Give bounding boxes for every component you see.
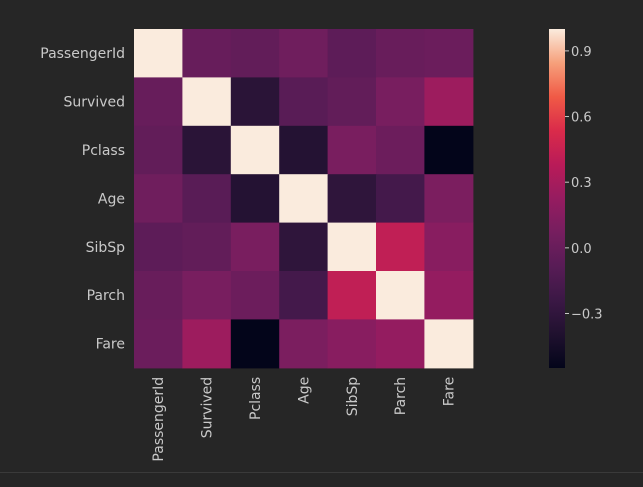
notebook-output-cell: PassengerId Survived Pclass Age SibSp Parch Fa… — [40, 29, 603, 462]
heatmap-cell-Survived-PassengerId — [134, 77, 183, 127]
heatmap-cell-Fare-PassengerId — [134, 319, 183, 369]
heatmap-cell-Fare-Fare — [424, 319, 474, 369]
x-tick-label: PassengerId — [151, 377, 167, 462]
y-tick-label: Fare — [96, 337, 125, 353]
heatmap-cell-Age-PassengerId — [134, 174, 183, 224]
correlation-heatmap: PassengerId Survived Pclass Age SibSp Parch Fa… — [40, 29, 603, 462]
x-tick-label: Fare — [442, 377, 458, 406]
heatmap-cell-Age-SibSp — [327, 174, 377, 224]
heatmap-cell-Parch-Age — [279, 271, 329, 320]
heatmap-cell-SibSp-PassengerId — [134, 222, 183, 272]
heatmap-cell-Age-Parch — [376, 174, 425, 224]
y-tick-label: Parch — [87, 288, 125, 304]
heatmap-cell-Survived-Fare — [424, 77, 474, 127]
heatmap-cell-SibSp-Pclass — [230, 222, 280, 272]
colorbar-tick-label: −0.3 — [571, 308, 603, 323]
heatmap-cell-Pclass-PassengerId — [134, 125, 183, 175]
heatmap-cell-Fare-Pclass — [230, 319, 280, 369]
y-tick-labels: PassengerId Survived Pclass Age SibSp Parch Fa… — [40, 46, 125, 352]
heatmap-cell-Fare-Parch — [376, 319, 425, 369]
y-tick-label: Age — [98, 191, 125, 207]
x-tick-label: Survived — [200, 377, 216, 438]
heatmap-cell-Age-Pclass — [230, 174, 280, 224]
x-tick-label: Age — [296, 377, 312, 404]
heatmap-cell-Fare-SibSp — [327, 319, 377, 369]
x-tick-label: Parch — [393, 377, 409, 415]
colorbar-tick-label: 0.6 — [571, 111, 592, 126]
heatmap-cell-Pclass-Survived — [182, 125, 232, 175]
heatmap-cell-SibSp-Parch — [376, 222, 425, 272]
heatmap-cell-Fare-Survived — [182, 319, 232, 369]
heatmap-cell-Age-Fare — [424, 174, 474, 224]
heatmap-cell-Parch-PassengerId — [134, 271, 183, 320]
heatmap-cell-PassengerId-Age — [279, 29, 329, 78]
heatmap-cell-Parch-Fare — [424, 271, 474, 320]
heatmap-cell-Parch-Pclass — [230, 271, 280, 320]
heatmap-cell-Pclass-Fare — [424, 125, 474, 175]
heatmap-cells — [134, 29, 474, 369]
y-tick-label: Survived — [64, 95, 125, 111]
x-tick-labels: PassengerId Survived Pclass Age SibSp Parch Fa… — [151, 377, 457, 462]
heatmap-cell-SibSp-Age — [279, 222, 329, 272]
heatmap-cell-Survived-Pclass — [230, 77, 280, 127]
heatmap-cell-SibSp-Fare — [424, 222, 474, 272]
heatmap-cell-Survived-Survived — [182, 77, 232, 127]
heatmap-cell-Survived-SibSp — [327, 77, 377, 127]
x-tick-label: Pclass — [248, 377, 264, 420]
heatmap-cell-Parch-Parch — [376, 271, 425, 320]
heatmap-cell-PassengerId-SibSp — [327, 29, 377, 78]
heatmap-cell-PassengerId-Fare — [424, 29, 474, 78]
colorbar-ticks: 0.9 0.6 0.3 0.0 −0.3 — [565, 45, 603, 323]
heatmap-cell-Pclass-SibSp — [327, 125, 377, 175]
heatmap-cell-SibSp-Survived — [182, 222, 232, 272]
heatmap-cell-PassengerId-PassengerId — [134, 29, 183, 78]
heatmap-cell-Age-Age — [279, 174, 329, 224]
y-tick-label: SibSp — [86, 240, 126, 256]
heatmap-cell-Pclass-Parch — [376, 125, 425, 175]
heatmap-cell-SibSp-SibSp — [327, 222, 377, 272]
colorbar-tick-label: 0.3 — [571, 176, 592, 191]
heatmap-cell-Pclass-Pclass — [230, 125, 280, 175]
colorbar — [549, 29, 565, 368]
heatmap-cell-Survived-Age — [279, 77, 329, 127]
heatmap-cell-Fare-Age — [279, 319, 329, 369]
heatmap-cell-Pclass-Age — [279, 125, 329, 175]
cell-divider — [0, 472, 643, 473]
x-tick-label: SibSp — [345, 377, 361, 417]
colorbar-tick-label: 0.0 — [571, 242, 592, 257]
y-tick-label: PassengerId — [40, 46, 125, 62]
colorbar-tick-label: 0.9 — [571, 45, 592, 60]
heatmap-cell-Survived-Parch — [376, 77, 425, 127]
heatmap-cell-Parch-SibSp — [327, 271, 377, 320]
heatmap-cell-PassengerId-Pclass — [230, 29, 280, 78]
y-tick-label: Pclass — [82, 143, 125, 159]
heatmap-cell-Age-Survived — [182, 174, 232, 224]
heatmap-cell-PassengerId-Parch — [376, 29, 425, 78]
heatmap-cell-PassengerId-Survived — [182, 29, 232, 78]
heatmap-cell-Parch-Survived — [182, 271, 232, 320]
